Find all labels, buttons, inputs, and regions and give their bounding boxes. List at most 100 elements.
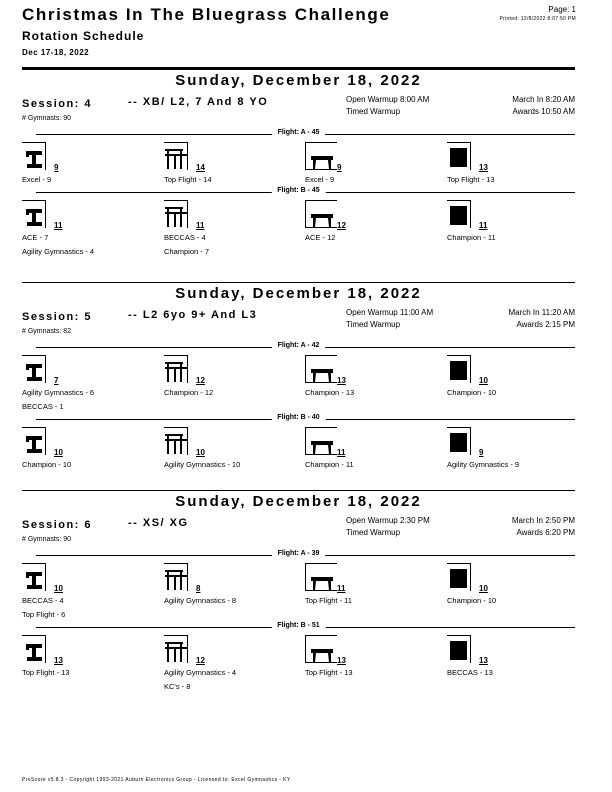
- club-row: Top Flight - 13 Agility Gymnastics - 4 Top…: [22, 665, 575, 679]
- event-rotation: 9: [22, 142, 152, 172]
- flight-events: 9 14 9 13: [22, 142, 575, 172]
- session-description: -- XS/ XG: [128, 517, 189, 529]
- vault-icon: [22, 635, 46, 663]
- flight-label: Flight: A - 39: [271, 550, 326, 557]
- club-entry: Champion - 13: [305, 388, 355, 397]
- page-number: Page: 1: [548, 5, 576, 14]
- awards-time: Awards 10:50 AM: [512, 107, 575, 116]
- floor-icon: [447, 427, 471, 455]
- event-count: 11: [337, 584, 346, 593]
- open-warmup: Open Warmup 11:00 AM: [346, 308, 434, 317]
- flight-header: Flight: A - 45: [22, 128, 575, 142]
- event-count: 12: [337, 221, 346, 230]
- club-entry: Champion - 10: [22, 460, 72, 469]
- beam-icon: [305, 427, 337, 455]
- event-count: 11: [54, 221, 63, 230]
- club-entry: BECCAS - 4: [22, 596, 64, 605]
- session-day: Sunday, December 18, 2022: [175, 493, 422, 510]
- club-entry: Excel - 9: [305, 175, 335, 184]
- event-rotation: 7: [22, 355, 152, 385]
- footer-copyright: ProScore v5.8.3 - Copyright 1993-2021 Au…: [22, 777, 291, 783]
- club-list: Excel - 9 Top Flight - 14 Excel - 9 Top Fli…: [22, 172, 575, 186]
- event-count: 12: [196, 376, 205, 385]
- club-entry: ACE - 12: [305, 233, 336, 242]
- event-rotation: 13: [305, 635, 435, 665]
- beam-icon: [305, 563, 337, 591]
- event-rotation: 10: [164, 427, 294, 457]
- event-count: 13: [479, 163, 488, 172]
- event-count: 11: [196, 221, 205, 230]
- event-count: 11: [337, 448, 346, 457]
- club-entry: Top Flight - 11: [305, 596, 352, 605]
- event-rotation: 11: [305, 563, 435, 593]
- bars-icon: [164, 635, 188, 663]
- vault-icon: [22, 563, 46, 591]
- club-entry: Agility Gymnastics - 4: [22, 247, 95, 256]
- club-entry: BECCAS - 4: [164, 233, 206, 242]
- event-rotation: 9: [305, 142, 435, 172]
- bars-icon: [164, 355, 188, 383]
- event-rotation: 11: [447, 200, 577, 230]
- club-row: Top Flight - 6: [22, 607, 575, 621]
- club-entry: Top Flight - 13: [305, 668, 353, 677]
- march-in: March In 2:50 PM: [511, 516, 575, 525]
- warmup-times: Open Warmup 8:00 AM Timed Warmup: [346, 94, 429, 118]
- club-entry: Agility Gymnastics - 10: [164, 460, 241, 469]
- timed-warmup: Timed Warmup: [346, 528, 401, 537]
- session-number: Session: 4: [22, 98, 93, 110]
- session-day: Sunday, December 18, 2022: [175, 285, 422, 302]
- flight-events: 10 8 11 10: [22, 563, 575, 593]
- club-entry: Champion - 10: [447, 596, 497, 605]
- beam-icon: [305, 635, 337, 663]
- floor-icon: [447, 200, 471, 228]
- event-count: 14: [196, 163, 205, 172]
- club-entry: Agility Gymnastics - 9: [447, 460, 520, 469]
- event-count: 10: [196, 448, 205, 457]
- bars-icon: [164, 142, 188, 170]
- flight-events: 13 12 13 13: [22, 635, 575, 665]
- bars-icon: [164, 200, 188, 228]
- club-list: Top Flight - 13 Agility Gymnastics - 4 Top…: [22, 665, 575, 693]
- club-row: BECCAS - 4 Agility Gymnastics - 8 Top Flig…: [22, 593, 575, 607]
- section-divider: [22, 490, 575, 491]
- event-rotation: 14: [164, 142, 294, 172]
- session-description: -- L2 6yo 9+ And L3: [128, 309, 258, 321]
- event-rotation: 10: [447, 355, 577, 385]
- march-awards-times: March In 11:20 AM Awards 2:15 PM: [508, 307, 575, 331]
- event-count: 10: [54, 584, 63, 593]
- event-count: 13: [337, 376, 346, 385]
- session-day: Sunday, December 18, 2022: [175, 72, 422, 89]
- event-count: 10: [54, 448, 63, 457]
- march-in: March In 11:20 AM: [508, 308, 575, 317]
- beam-icon: [305, 200, 337, 228]
- club-entry: BECCAS - 1: [22, 402, 64, 411]
- flight-label: Flight: A - 45: [271, 129, 326, 136]
- event-count: 9: [479, 448, 484, 457]
- march-in: March In 8:20 AM: [512, 95, 575, 104]
- session-block: Sunday, December 18, 2022 Session: 6 -- …: [22, 490, 575, 693]
- session-number: Session: 5: [22, 311, 93, 323]
- flight-header: Flight: A - 39: [22, 549, 575, 563]
- event-dates: Dec 17-18, 2022: [22, 48, 90, 57]
- club-row: Agility Gymnastics - 6 Champion - 12 Champ…: [22, 385, 575, 399]
- vault-icon: [22, 427, 46, 455]
- session-block: Sunday, December 18, 2022 Session: 4 -- …: [22, 67, 575, 258]
- flight-header: Flight: A - 42: [22, 341, 575, 355]
- event-rotation: 11: [305, 427, 435, 457]
- vault-icon: [22, 200, 46, 228]
- event-title: Christmas In The Bluegrass Challenge: [22, 5, 391, 24]
- vault-icon: [22, 355, 46, 383]
- awards-time: Awards 6:20 PM: [516, 528, 575, 537]
- club-entry: Champion - 12: [164, 388, 214, 397]
- club-entry: Champion - 7: [164, 247, 210, 256]
- march-awards-times: March In 2:50 PM Awards 6:20 PM: [512, 515, 575, 539]
- printed-timestamp: Printed: 12/8/2022 8:07:50 PM: [499, 16, 576, 22]
- flight-header: Flight: B - 45: [22, 186, 575, 200]
- club-row: KC's - 8: [22, 679, 575, 693]
- event-count: 12: [196, 656, 205, 665]
- event-count: 13: [337, 656, 346, 665]
- floor-icon: [447, 563, 471, 591]
- club-entry: Top Flight - 13: [22, 668, 70, 677]
- event-count: 10: [479, 584, 488, 593]
- flight-events: 7 12 13 10: [22, 355, 575, 385]
